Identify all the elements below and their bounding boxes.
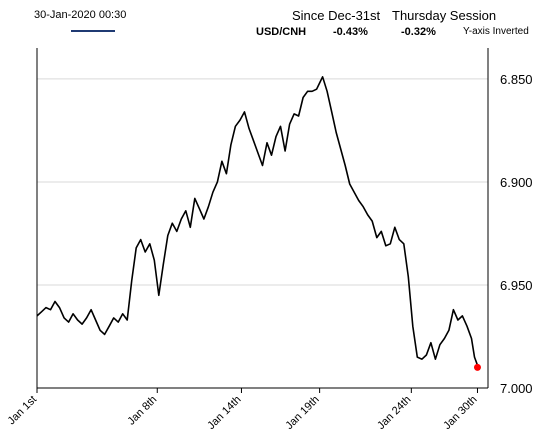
legend-line [71,30,115,32]
session-label: Thursday Session [392,8,497,23]
x-tick-label: Jan 14th [205,394,243,432]
x-tick-label: Jan 1st [6,394,40,428]
x-tick-label: Jan 30th [441,394,479,432]
x-tick-label: Jan 19th [283,394,321,432]
y-tick-label: 6.900 [500,175,533,190]
since-value: -0.43% [333,26,368,38]
pair-label: USD/CNH [256,26,307,38]
x-tick-label: Jan 8th [125,394,159,428]
y-tick-label: 7.000 [500,381,533,396]
axis-inverted-note: Y-axis Inverted [463,26,529,37]
session-value: -0.32% [401,26,436,38]
since-label: Since Dec-31st [292,8,381,23]
x-tick-label: Jan 24th [375,394,413,432]
y-tick-label: 6.950 [500,278,533,293]
last-point-marker [473,363,481,371]
y-tick-label: 6.850 [500,72,533,87]
usdcnh-series-line [36,76,479,366]
timestamp-label: 30-Jan-2020 00:30 [34,9,127,21]
